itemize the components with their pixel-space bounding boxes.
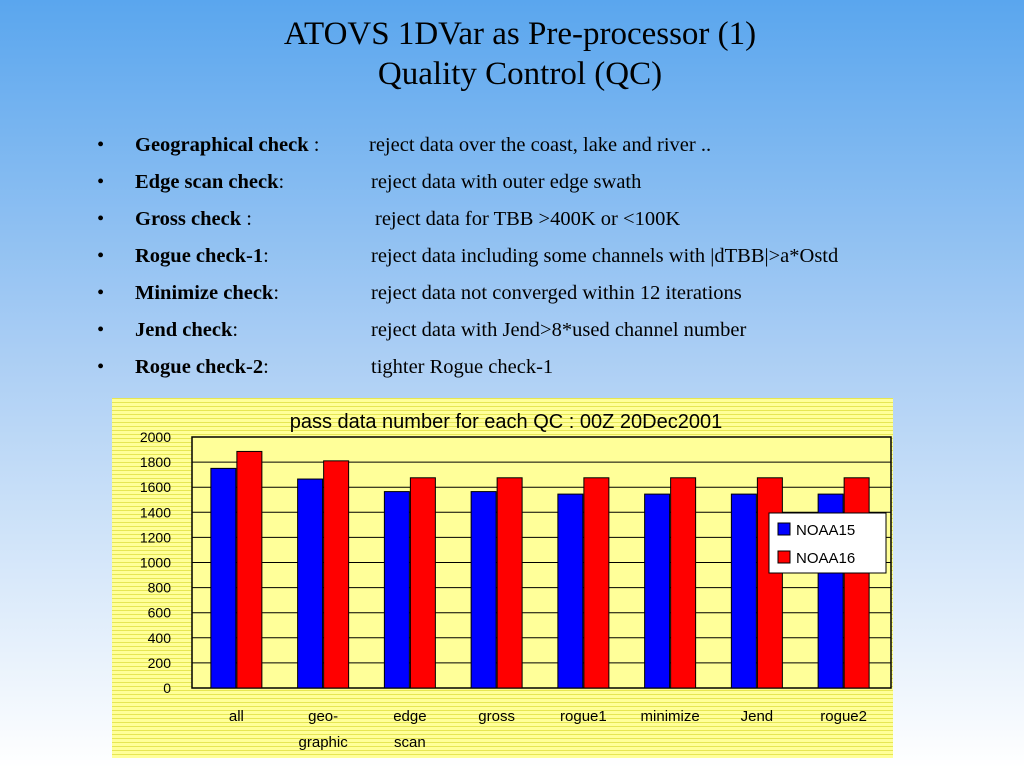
bar-noaa15 bbox=[730, 493, 757, 689]
legend-swatch-noaa16 bbox=[777, 550, 791, 564]
bar-noaa16 bbox=[670, 477, 697, 689]
bar-noaa16 bbox=[756, 477, 783, 689]
bar-noaa15 bbox=[210, 467, 237, 689]
qc-description: reject data with outer edge swath bbox=[371, 171, 642, 193]
bar-noaa16 bbox=[236, 450, 263, 689]
qc-separator: : bbox=[263, 356, 269, 378]
bar-noaa16 bbox=[496, 477, 523, 689]
qc-item-geographical: • Geographical check : reject data over … bbox=[97, 127, 997, 164]
qc-separator: : bbox=[308, 134, 320, 156]
x-tick-label: minimize bbox=[641, 708, 700, 725]
bullet-glyph: • bbox=[97, 319, 105, 341]
bullet-glyph: • bbox=[97, 171, 105, 193]
bar-noaa16 bbox=[843, 477, 870, 689]
bullet-glyph: • bbox=[97, 134, 105, 156]
qc-separator: : bbox=[232, 319, 239, 341]
bullet-glyph: • bbox=[97, 208, 105, 230]
bar-noaa15 bbox=[297, 478, 324, 689]
bullet-glyph: • bbox=[97, 282, 105, 304]
qc-item-rogue-1: • Rogue check-1: reject data including s… bbox=[97, 238, 997, 275]
y-tick-label: 0 bbox=[163, 680, 171, 696]
qc-item-edge-scan: • Edge scan check: reject data with oute… bbox=[97, 164, 997, 201]
y-tick-label: 1800 bbox=[140, 454, 171, 470]
qc-term: Rogue check-1 bbox=[135, 245, 264, 267]
legend-label: NOAA15 bbox=[796, 522, 855, 539]
x-tick-label: geo- bbox=[308, 708, 338, 725]
qc-item-minimize: • Minimize check: reject data not conver… bbox=[97, 275, 997, 312]
x-tick-label: all bbox=[229, 708, 244, 725]
qc-separator: : bbox=[241, 208, 252, 230]
slide-title: ATOVS 1DVar as Pre-processor (1) Quality… bbox=[0, 14, 1024, 94]
qc-term: Jend check bbox=[135, 319, 233, 341]
y-tick-label: 1200 bbox=[140, 529, 171, 545]
y-tick-label: 600 bbox=[148, 605, 172, 621]
y-tick-label: 400 bbox=[148, 630, 172, 646]
qc-description: reject data including some channels with… bbox=[371, 245, 839, 267]
y-tick-label: 200 bbox=[148, 655, 172, 671]
bar-chart: pass data number for each QC : 00Z 20Dec… bbox=[140, 411, 892, 751]
title-line-1: ATOVS 1DVar as Pre-processor (1) bbox=[283, 16, 757, 52]
y-tick-label: 1400 bbox=[140, 504, 171, 520]
legend-swatch-noaa15 bbox=[777, 522, 791, 536]
qc-description: reject data with Jend>8*used channel num… bbox=[371, 319, 747, 341]
chart-container: pass data number for each QC : 00Z 20Dec… bbox=[112, 398, 893, 758]
plot-border bbox=[191, 436, 892, 689]
qc-term: Gross check bbox=[135, 208, 242, 230]
qc-description: reject data over the coast, lake and riv… bbox=[369, 134, 712, 156]
qc-item-gross: • Gross check : reject data for TBB >400… bbox=[97, 201, 997, 238]
bar-noaa15 bbox=[383, 491, 410, 689]
qc-separator: : bbox=[263, 245, 269, 267]
x-tick-label: edge bbox=[393, 708, 426, 725]
title-line-2: Quality Control (QC) bbox=[377, 56, 663, 92]
bar-noaa15 bbox=[557, 493, 584, 689]
bar-noaa15 bbox=[644, 493, 671, 689]
chart-title: pass data number for each QC : 00Z 20Dec… bbox=[290, 411, 722, 433]
qc-check-list: • Geographical check : reject data over … bbox=[97, 127, 997, 386]
bar-noaa16 bbox=[583, 477, 610, 689]
qc-description: reject data for TBB >400K or <100K bbox=[375, 208, 681, 230]
qc-description: tighter Rogue check-1 bbox=[371, 356, 554, 378]
bullet-glyph: • bbox=[97, 245, 105, 267]
y-tick-label: 1000 bbox=[140, 555, 171, 571]
qc-description: reject data not converged within 12 iter… bbox=[371, 282, 742, 304]
y-tick-label: 2000 bbox=[140, 429, 171, 445]
qc-item-jend: • Jend check: reject data with Jend>8*us… bbox=[97, 312, 997, 349]
x-tick-label: rogue2 bbox=[820, 708, 867, 725]
bar-noaa16 bbox=[409, 477, 436, 689]
bar-noaa15 bbox=[470, 491, 497, 689]
qc-item-rogue-2: • Rogue check-2: tighter Rogue check-1 bbox=[97, 349, 997, 386]
bullet-glyph: • bbox=[97, 356, 105, 378]
x-tick-label: rogue1 bbox=[560, 708, 607, 725]
qc-term: Minimize check bbox=[135, 282, 274, 304]
y-tick-label: 800 bbox=[148, 580, 172, 596]
x-tick-label: Jend bbox=[741, 708, 774, 725]
qc-separator: : bbox=[278, 171, 285, 193]
qc-term: Rogue check-2 bbox=[135, 356, 264, 378]
x-tick-label: gross bbox=[478, 708, 515, 725]
legend-label: NOAA16 bbox=[796, 550, 855, 567]
x-tick-label: scan bbox=[394, 734, 426, 751]
y-tick-label: 1600 bbox=[140, 479, 171, 495]
qc-term: Geographical check bbox=[135, 134, 309, 156]
qc-term: Edge scan check bbox=[135, 171, 279, 193]
x-tick-label: graphic bbox=[299, 734, 349, 751]
bar-noaa16 bbox=[323, 460, 350, 689]
qc-separator: : bbox=[273, 282, 280, 304]
